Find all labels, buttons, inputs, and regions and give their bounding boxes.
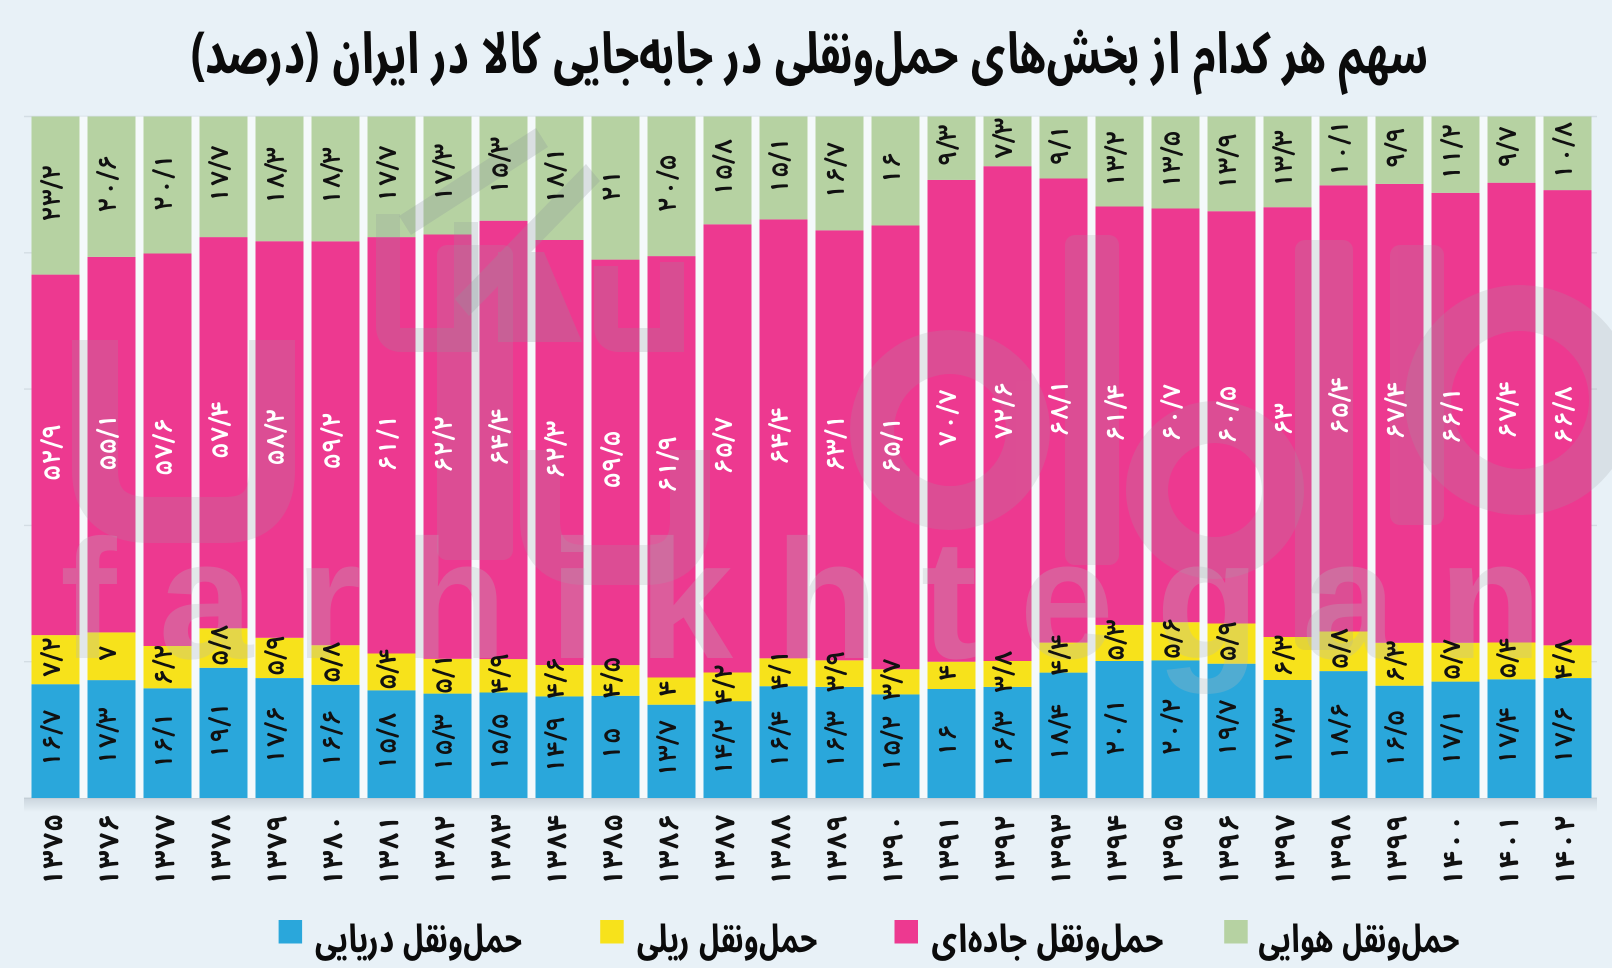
svg-text:farhikhtegan: farhikhtegan bbox=[60, 505, 1584, 695]
